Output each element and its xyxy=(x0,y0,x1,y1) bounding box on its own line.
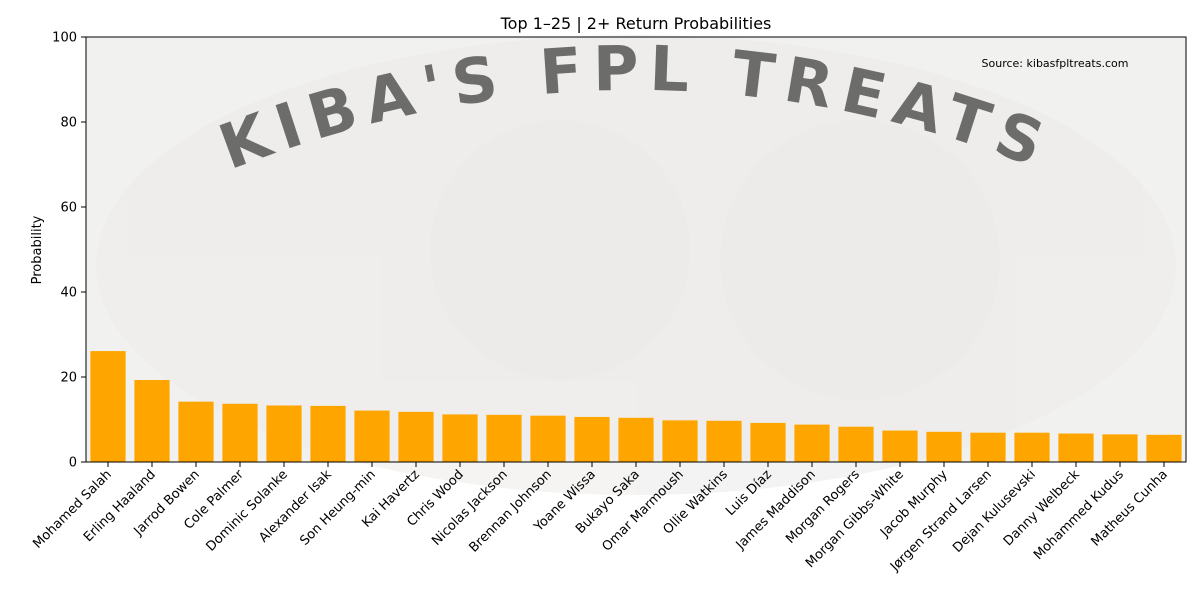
y-axis-label: Probability xyxy=(30,215,45,284)
bar xyxy=(618,417,654,462)
bar xyxy=(398,411,434,462)
bar xyxy=(1058,433,1094,462)
bar xyxy=(882,430,918,462)
bar xyxy=(706,420,742,462)
source-note: Source: kibasfpltreats.com xyxy=(982,57,1129,70)
bar xyxy=(838,426,874,462)
bar xyxy=(90,351,126,462)
bar xyxy=(1014,432,1050,462)
bar xyxy=(750,422,786,462)
plot-frame xyxy=(85,36,1187,463)
bars xyxy=(90,351,1182,462)
bar xyxy=(266,405,302,462)
chart-title: Top 1–25 | 2+ Return Probabilities xyxy=(500,14,772,33)
watermark-figure-left xyxy=(430,120,690,380)
y-tick-label: 100 xyxy=(52,31,77,46)
y-tick-label: 80 xyxy=(60,116,77,131)
x-tick-label: Son Heung-min xyxy=(297,467,379,549)
bar xyxy=(486,414,522,462)
bar xyxy=(222,403,258,462)
x-tick-label: Danny Welbeck xyxy=(1001,467,1083,549)
bar xyxy=(354,410,390,462)
bar xyxy=(310,405,346,462)
bar xyxy=(530,415,566,462)
bar xyxy=(662,420,698,462)
x-tick-label: Dejan Kulusevski xyxy=(950,467,1039,556)
bar xyxy=(1146,434,1182,462)
y-axis: 0 20 40 60 80 100 xyxy=(52,31,86,471)
bar xyxy=(1102,434,1138,462)
bar xyxy=(794,424,830,462)
bar xyxy=(926,431,962,462)
x-tick-label: Dominic Solanke xyxy=(204,467,291,554)
bar xyxy=(134,379,170,462)
y-tick-label: 0 xyxy=(69,456,77,471)
watermark-figure-right xyxy=(720,120,1000,400)
bar xyxy=(970,432,1006,462)
x-tick-label: Mohamed Salah xyxy=(30,467,114,551)
y-tick-label: 20 xyxy=(60,371,77,386)
watermark-logo: KIBA'S FPL TREATS xyxy=(96,32,1176,495)
bar xyxy=(442,414,478,462)
bar xyxy=(178,401,214,462)
y-tick-label: 60 xyxy=(60,201,77,216)
x-tick-label: Matheus Cunha xyxy=(1088,467,1170,549)
bar xyxy=(574,416,610,462)
y-tick-label: 40 xyxy=(60,286,77,301)
